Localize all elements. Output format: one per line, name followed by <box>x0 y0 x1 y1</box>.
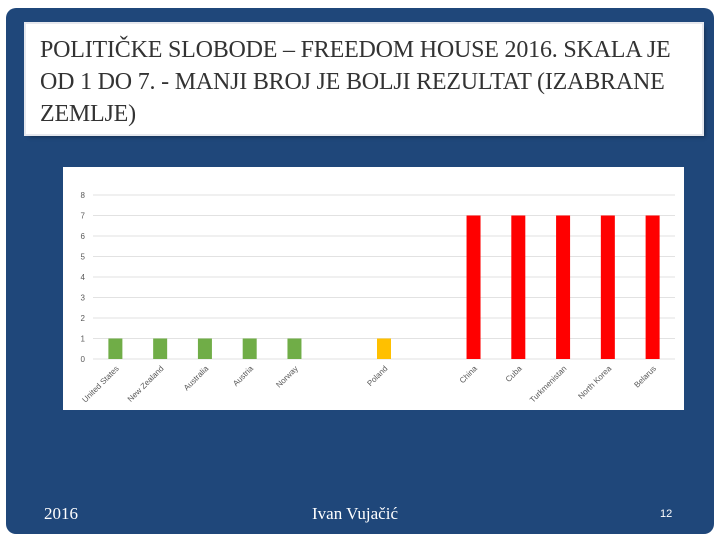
bar-chart: 0 1 2 3 4 5 6 7 8 United States New Zealand Austral… <box>80 191 675 404</box>
bar <box>511 215 526 359</box>
slide-title: POLITIČKE SLOBODE – FREEDOM HOUSE 2016. … <box>40 37 671 127</box>
title-box: POLITIČKE SLOBODE – FREEDOM HOUSE 2016. … <box>26 24 702 134</box>
y-tick-label: 0 <box>81 355 86 364</box>
page-number: 12 <box>660 508 673 520</box>
y-tick-label: 1 <box>81 335 86 344</box>
y-tick-label: 8 <box>81 191 86 200</box>
x-category-label: Poland <box>365 364 389 388</box>
y-tick-label: 3 <box>81 294 86 303</box>
footer-author: Ivan Vujačić <box>312 504 398 523</box>
footer-year: 2016 <box>44 504 78 523</box>
bar <box>377 338 391 359</box>
x-category-label: Cuba <box>504 364 524 384</box>
bar <box>197 338 212 359</box>
bar <box>108 338 123 359</box>
y-tick-label: 7 <box>81 212 86 221</box>
x-category-label: United States <box>80 364 120 404</box>
slide-background: POLITIČKE SLOBODE – FREEDOM HOUSE 2016. … <box>6 8 714 534</box>
x-category-label: Turkmenistan <box>528 364 568 404</box>
x-category-label: China <box>458 364 480 386</box>
y-tick-label: 2 <box>81 314 86 323</box>
x-category-label: Belarus <box>632 364 658 390</box>
x-category-label: Australia <box>182 364 211 393</box>
bar <box>645 215 660 359</box>
bar <box>153 338 168 359</box>
bar <box>600 215 615 359</box>
bar <box>556 215 571 359</box>
bar <box>466 215 481 359</box>
x-category-label: Austria <box>231 364 255 388</box>
y-tick-label: 4 <box>81 273 86 282</box>
x-category-label: New Zealand <box>126 364 166 404</box>
y-tick-label: 6 <box>81 232 86 241</box>
y-tick-label: 5 <box>81 253 86 262</box>
x-category-label: North Korea <box>576 364 613 401</box>
chart-area: 0 1 2 3 4 5 6 7 8 United States New Zealand Austral… <box>63 167 684 410</box>
bar <box>242 338 257 359</box>
x-category-label: Norway <box>274 364 300 390</box>
bar <box>287 338 302 359</box>
